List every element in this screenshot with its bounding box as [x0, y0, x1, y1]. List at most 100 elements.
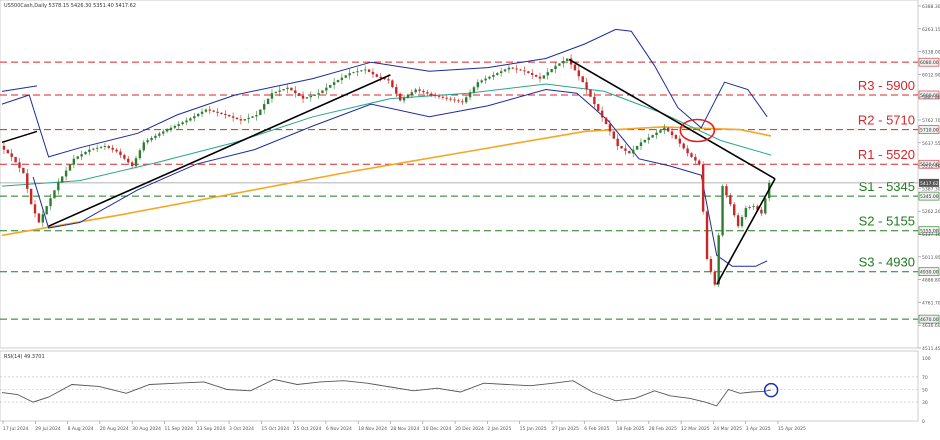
candle-body [674, 135, 678, 139]
candle-body [464, 97, 468, 103]
level-tag-r2: 5710.00 [920, 128, 939, 134]
candle-body [597, 104, 600, 111]
price-line-group [2, 54, 771, 288]
candle-body [282, 89, 285, 91]
candle-body [301, 95, 305, 99]
date-tick-label-20: 28 Feb 2025 [649, 426, 677, 432]
candle-body [445, 97, 448, 99]
candle-body [721, 186, 724, 236]
candle-body [655, 132, 658, 136]
candle-body [558, 63, 561, 66]
date-tick-label-13: 10 Dec 2024 [423, 426, 452, 432]
left-trendline-stub [1, 130, 38, 144]
date-tick-label-3: 20 Aug 2024 [100, 426, 129, 432]
candle-body [756, 206, 759, 210]
date-tick-label-8: 15 Oct 2024 [261, 426, 289, 432]
candle-body [138, 150, 142, 159]
rsi-header: RSI(14) 49.3701 [4, 354, 45, 360]
candle-body [694, 156, 697, 161]
candle-body [666, 127, 670, 132]
rsi-panel-frame [0, 350, 919, 422]
candle-body [620, 145, 623, 149]
falling-trendline [568, 58, 776, 180]
price-tick-label-13: 4761.70 [922, 300, 940, 306]
candle-body [297, 93, 301, 96]
candle-body [612, 131, 615, 139]
candle-body [670, 131, 674, 136]
date-tick-label-23: 3 Apr 2025 [746, 426, 771, 432]
candle-body [162, 131, 165, 134]
candle-body [278, 90, 281, 92]
candle-body [709, 258, 713, 272]
extra-level-tag-0: 6080.00 [920, 60, 939, 66]
candle-body [725, 186, 728, 196]
candle-body [204, 109, 208, 112]
candle-body [534, 74, 538, 77]
candle-body [488, 76, 491, 79]
candle-body [321, 90, 324, 94]
candle-body [64, 170, 68, 177]
candle-body [736, 215, 740, 227]
symbol-header: US500Cash,Daily 5378.15 5426.30 5351.40 … [4, 3, 136, 9]
level-tag-r3: 5900.00 [920, 93, 939, 99]
level-tag-box-s2 [918, 226, 940, 236]
candle-body [340, 77, 344, 80]
candle-body [740, 217, 744, 227]
date-tick-label-4: 30 Aug 2024 [132, 426, 161, 432]
candle-body [701, 164, 705, 212]
candle-body [628, 150, 631, 154]
level-tag-s2: 5155.00 [920, 229, 939, 235]
candle-body [348, 73, 351, 76]
candle-body [123, 155, 126, 159]
candle-body [305, 97, 309, 99]
candle-body [600, 110, 604, 118]
candle-body [220, 112, 223, 114]
level-tag-s1: 5345.00 [920, 194, 939, 200]
candle-body [639, 142, 643, 146]
candle-body [200, 111, 204, 114]
candle-body [422, 90, 425, 93]
level-label-r1: R1 - 5520 [858, 147, 915, 162]
price-tick-label-2: 6138.00 [922, 50, 940, 56]
date-tick-label-17: 27 Jan 2025 [552, 426, 579, 432]
price-tick-label-9: 5262.20 [922, 209, 940, 215]
candle-body [84, 151, 87, 155]
candle-body [418, 89, 421, 91]
candle-body [134, 158, 138, 167]
candle-body [177, 124, 180, 126]
candle-body [484, 78, 487, 81]
candle-body [344, 75, 347, 78]
ma50-line [1, 83, 772, 187]
candle-body [356, 71, 359, 73]
candle-body [496, 73, 499, 75]
level-tag-r1: 5520.00 [920, 162, 939, 168]
candle-body [511, 67, 515, 69]
price-tick-label-8: 5387.30 [922, 186, 940, 192]
candle-body [18, 162, 21, 168]
candle-body [111, 147, 114, 150]
candle-body [476, 82, 480, 88]
candle-body [274, 91, 278, 94]
candle-body [150, 137, 153, 141]
date-tick-label-24: 15 Apr 2025 [778, 426, 806, 432]
candle-body [406, 94, 410, 98]
candle-body [115, 149, 118, 152]
price-tick-label-5: 5762.70 [922, 118, 940, 124]
candle-body [41, 214, 44, 223]
candle-body [554, 65, 557, 70]
candle-body [472, 87, 476, 93]
candle-body [383, 77, 386, 80]
candle-body [317, 93, 320, 95]
rsi-tick-label-50: 50 [922, 388, 928, 394]
candle-body [336, 79, 340, 83]
date-tick-label-11: 18 Nov 2024 [358, 426, 387, 432]
candle-body [2, 145, 6, 150]
candle-body [224, 113, 227, 116]
candle-body [6, 149, 10, 154]
candle-body [235, 117, 239, 120]
candle-body [158, 133, 161, 136]
candle-body [189, 118, 192, 121]
candle-body [608, 124, 612, 132]
